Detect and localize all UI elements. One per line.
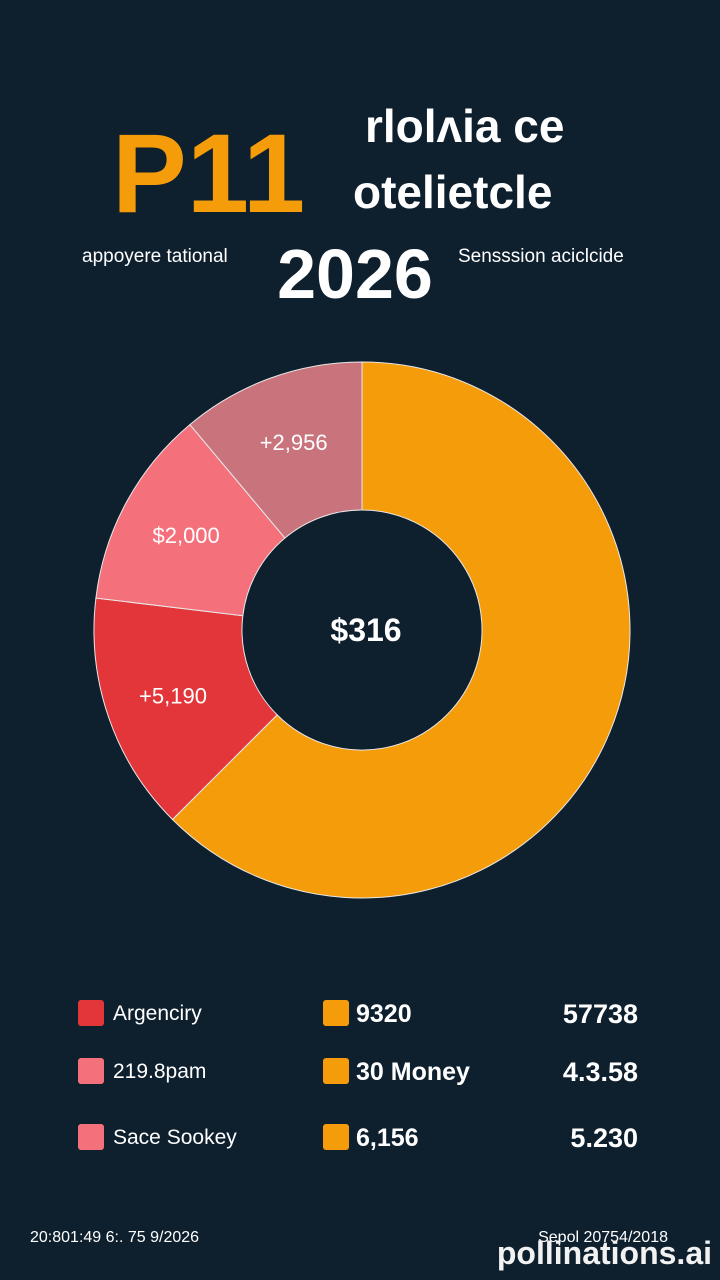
subtitle: appoyere tational	[82, 246, 228, 267]
legend-swatch	[78, 1124, 104, 1150]
legend-value: 6,156	[356, 1124, 419, 1152]
legend-value: 9320	[356, 1000, 412, 1028]
year: 2026	[277, 235, 433, 313]
title: P11	[112, 111, 305, 236]
legend-swatch	[323, 1058, 349, 1084]
footer: 20:801:49 6:. 75 9/2026	[30, 1229, 199, 1246]
legend-swatch	[78, 1058, 104, 1084]
legend: Argenciry 9320 57738 219.8pam 30 Money 4.3.58…	[78, 999, 638, 1153]
slice-label: +2,956	[260, 430, 328, 455]
title-line: rlolʌia ce	[365, 100, 564, 152]
footer: Sepol 20754/2018	[538, 1229, 668, 1246]
title-line: otelietcle	[353, 166, 552, 218]
slice	[93, 597, 278, 821]
slice-label: +5,190	[139, 683, 207, 708]
legend-label: Argenciry	[113, 1002, 202, 1025]
legend-total: 5.230	[570, 1123, 638, 1153]
legend-total: 57738	[563, 999, 638, 1029]
legend-value: 30 Money	[356, 1058, 470, 1086]
legend-label: 219.8pam	[113, 1060, 206, 1083]
slice	[95, 423, 286, 617]
watermark: pollinations.ai	[497, 1235, 712, 1271]
slice	[171, 361, 631, 899]
slice	[189, 361, 363, 539]
legend-swatch	[323, 1124, 349, 1150]
donut: +5,190 $2,000 +2,956	[93, 361, 631, 899]
legend-total: 4.3.58	[563, 1057, 638, 1087]
legend-label: Sace Sookey	[113, 1126, 237, 1149]
legend-swatch	[78, 1000, 104, 1026]
subtitle: Sensssion aciclcide	[458, 246, 624, 267]
slice-label: $2,000	[152, 523, 219, 548]
legend-swatch	[323, 1000, 349, 1026]
center-label: $316	[330, 612, 401, 648]
